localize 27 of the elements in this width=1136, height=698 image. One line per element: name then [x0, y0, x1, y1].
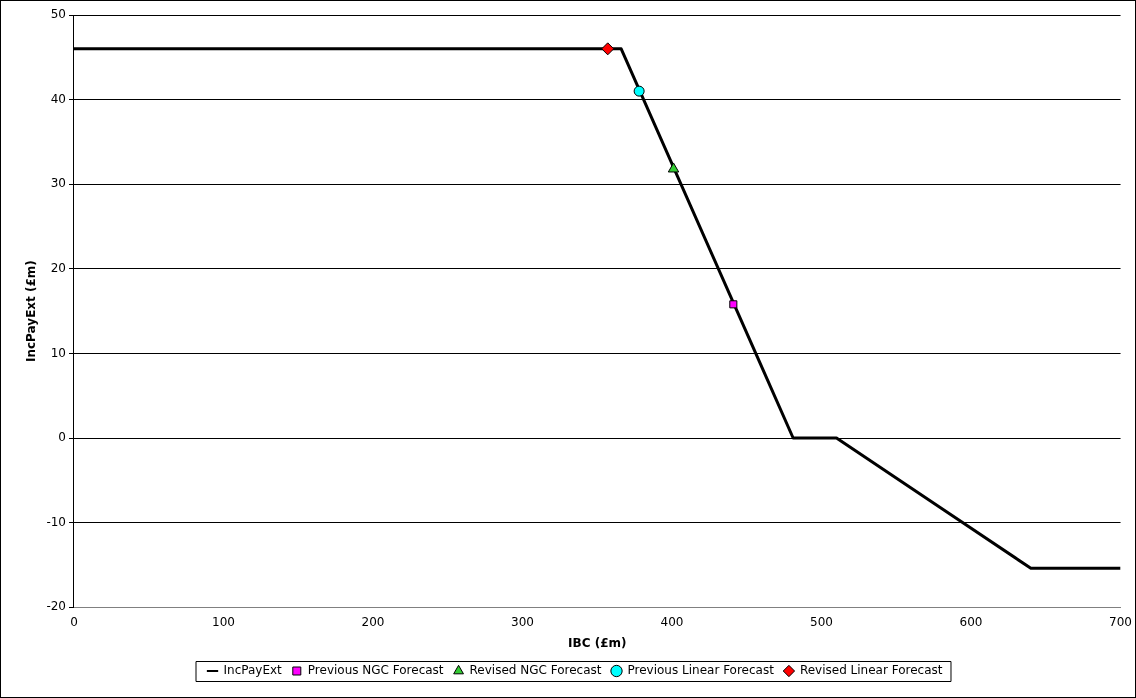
x-axis-title: IBC (£m): [568, 635, 627, 650]
point: [601, 42, 615, 56]
legend-label: Revised Linear Forecast: [799, 663, 943, 678]
y-tick-label: 40: [50, 91, 66, 106]
y-tick-label: 50: [50, 7, 66, 22]
x-tick-label: 100: [212, 614, 235, 629]
x-tick-label: 200: [361, 614, 385, 629]
y-tick-label: -20: [46, 599, 66, 614]
y-tick-label: -10: [46, 514, 66, 529]
x-tick-label: 0: [70, 614, 78, 629]
y-tick-label: 30: [50, 176, 66, 191]
legend-label: Revised NGC Forecast: [469, 663, 602, 678]
legend-label: Previous Linear Forecast: [627, 663, 775, 678]
point: [633, 85, 645, 97]
x-tick-label: 300: [511, 614, 534, 629]
y-tick-label: 20: [50, 260, 66, 275]
x-tick-label: 500: [810, 614, 833, 629]
legend-label: IncPayExt: [223, 663, 283, 678]
x-tick-label: 400: [660, 614, 684, 629]
y-tick-label: 10: [50, 345, 66, 360]
x-tick-label: 600: [959, 614, 983, 629]
y-axis-title: IncPayExt (£m): [24, 260, 39, 363]
y-tick-label: 0: [58, 430, 66, 445]
legend-label: Previous NGC Forecast: [307, 663, 444, 678]
x-tick-label: 700: [1109, 614, 1132, 629]
point: [729, 300, 738, 309]
point: [667, 162, 680, 173]
